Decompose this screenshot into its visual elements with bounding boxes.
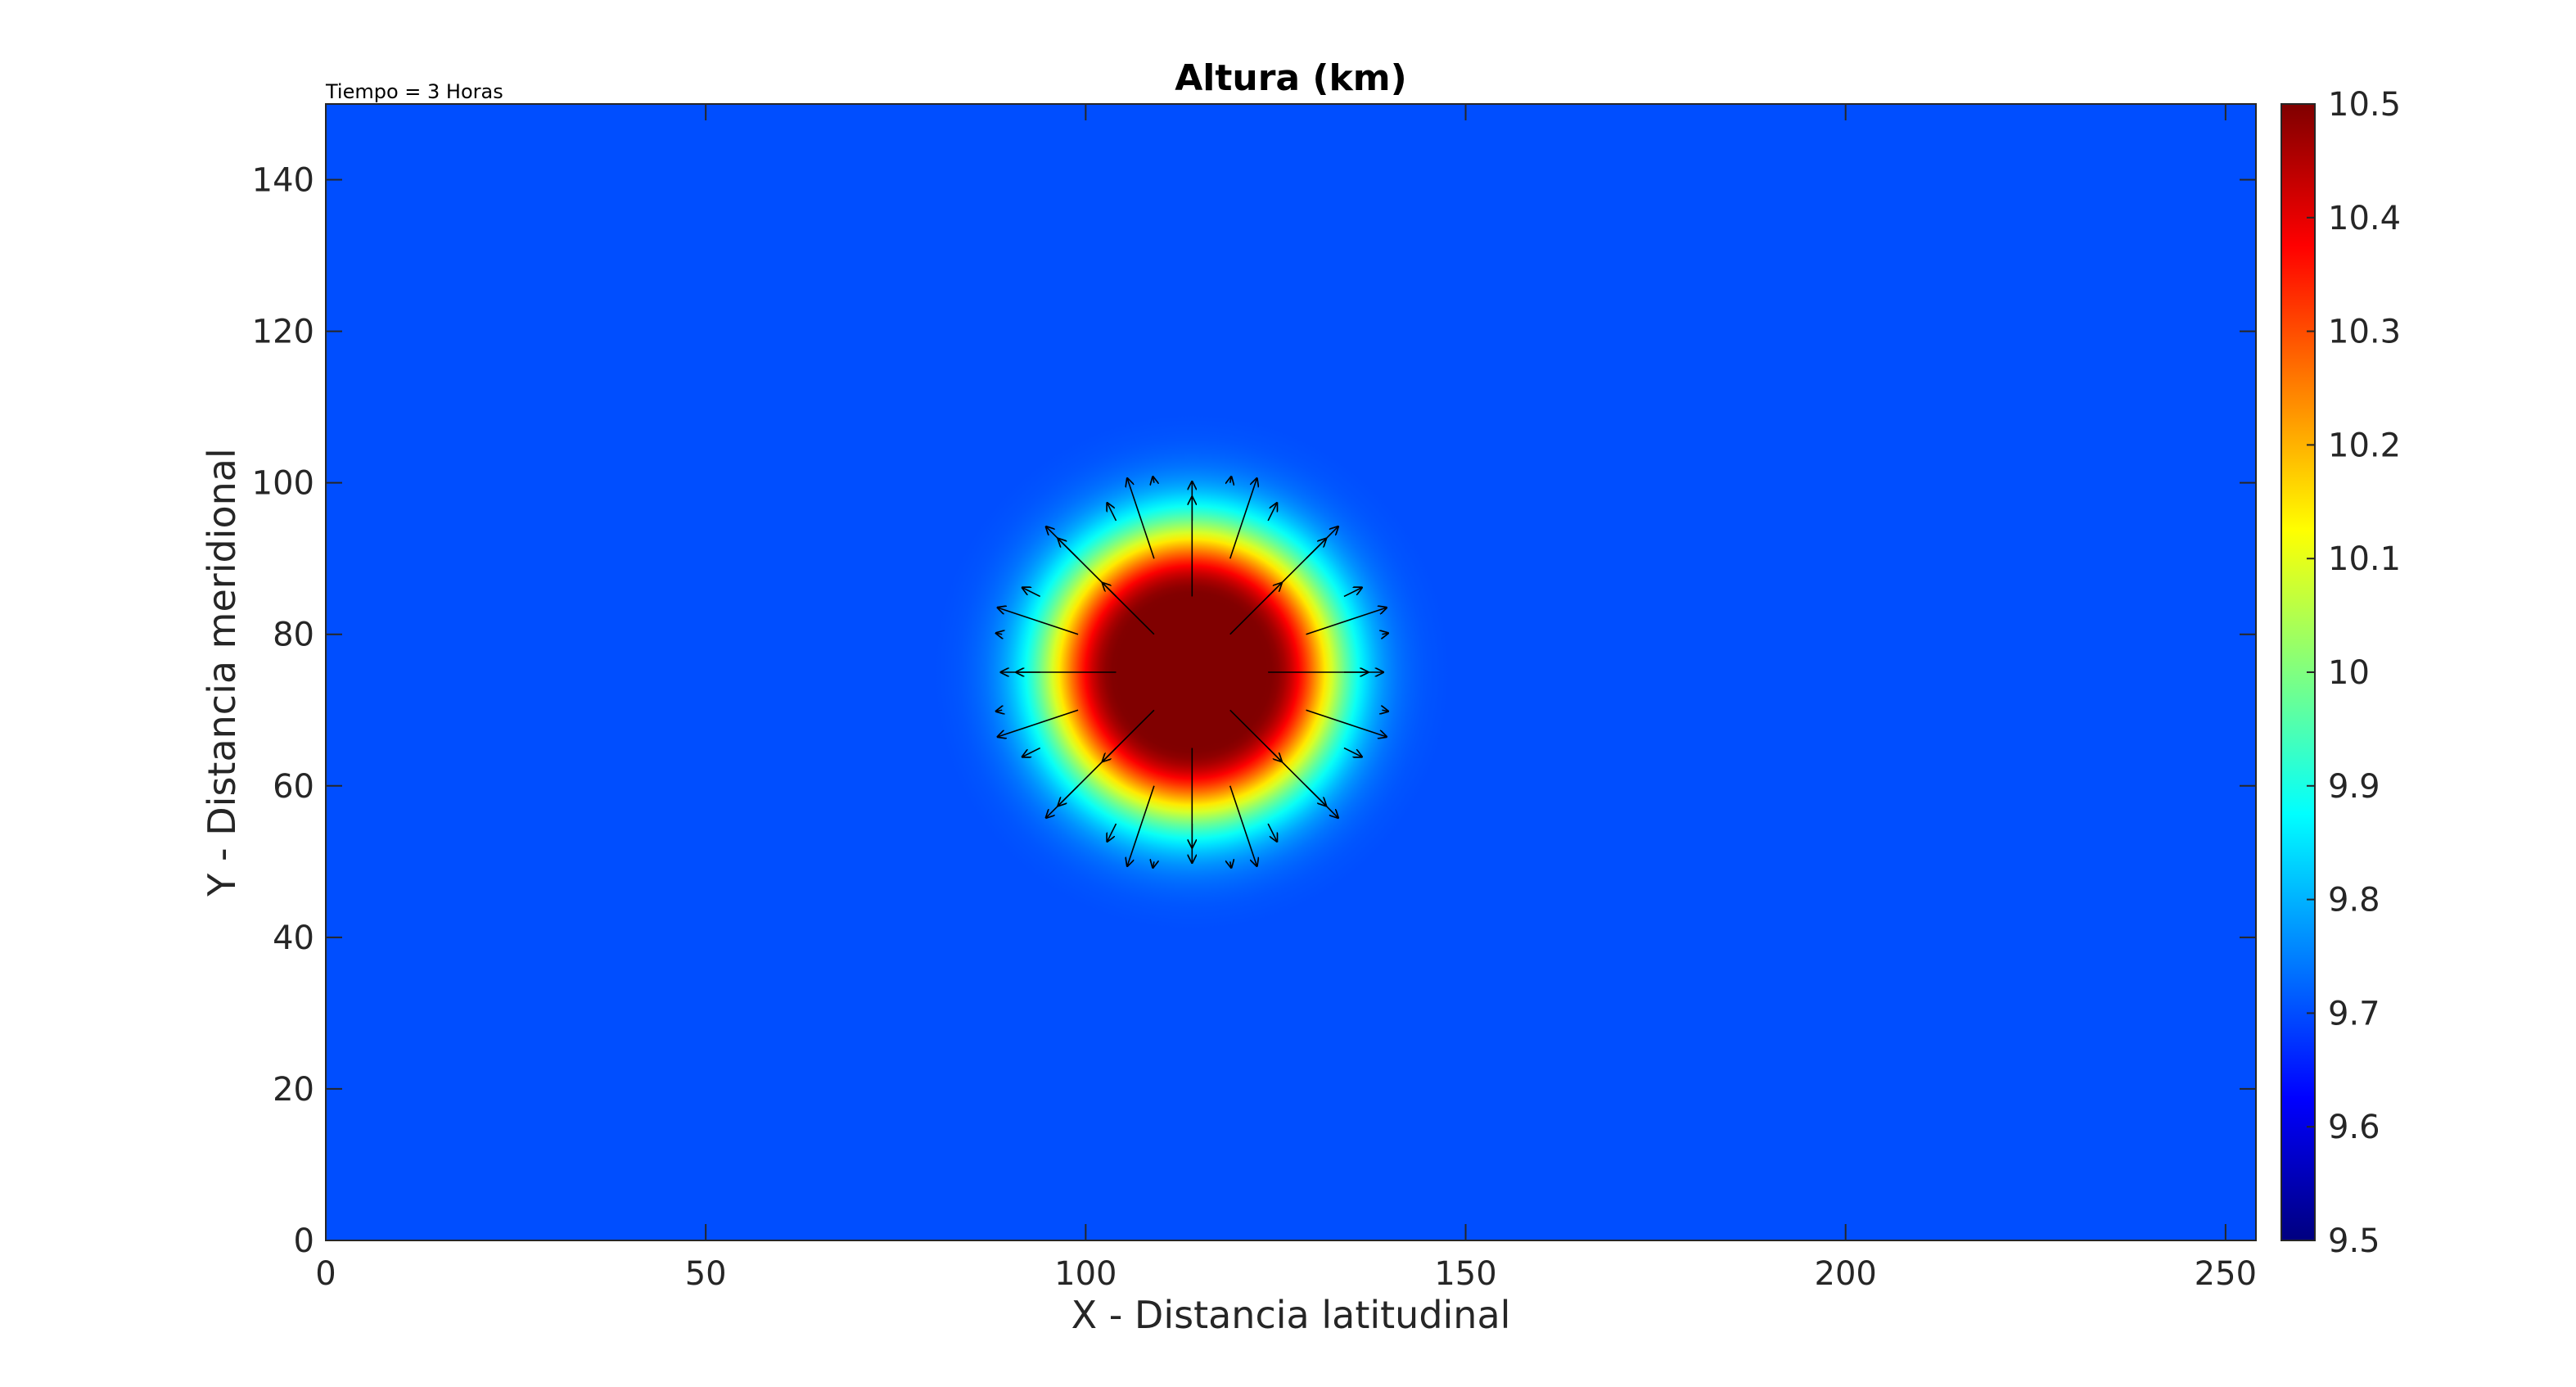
colorbar-tick-label-0: 9.5 bbox=[2328, 1222, 2380, 1260]
velocity-arrow-1 bbox=[996, 633, 1002, 634]
velocity-arrow-34 bbox=[1267, 503, 1277, 522]
x-tick-label-2: 100 bbox=[1054, 1255, 1117, 1293]
chart-title: Altura (km) bbox=[1175, 57, 1407, 99]
time-annotation: Tiempo = 3 Horas bbox=[325, 80, 503, 103]
x-axis-label: X - Distancia latitudinal bbox=[1071, 1293, 1511, 1337]
velocity-arrow-28 bbox=[1229, 478, 1257, 559]
colorbar-tick-label-8: 10.3 bbox=[2328, 314, 2401, 351]
velocity-arrow-36 bbox=[1306, 709, 1387, 737]
colorbar-tick-label-4: 9.9 bbox=[2328, 768, 2380, 806]
y-tick-label-0: 0 bbox=[294, 1222, 314, 1260]
velocity-arrow-38 bbox=[1306, 539, 1326, 559]
velocity-arrow-39 bbox=[1343, 747, 1362, 757]
y-tick-label-3: 60 bbox=[273, 768, 314, 806]
y-axis-label: Y - Distancia meridional bbox=[200, 448, 244, 897]
colorbar: 9.5 9.6 9.7 9.8 9.9 10 10.1 10.2 10.3 10.4 10.5 bbox=[2281, 86, 2401, 1260]
velocity-arrow-9 bbox=[1108, 823, 1117, 842]
velocity-arrow-25 bbox=[1229, 785, 1257, 866]
velocity-arrow-4 bbox=[1022, 588, 1041, 598]
y-tick-label-4: 80 bbox=[273, 617, 314, 654]
y-tick-label-5: 100 bbox=[252, 465, 314, 503]
velocity-arrow-2 bbox=[1022, 747, 1041, 757]
colorbar-tick-label-3: 9.8 bbox=[2328, 882, 2380, 919]
plot-area bbox=[325, 103, 2257, 1241]
velocity-arrow-41 bbox=[1343, 588, 1362, 598]
velocity-arrow-17 bbox=[1103, 583, 1155, 635]
colorbar-ticks: 9.5 9.6 9.7 9.8 9.9 10 10.1 10.2 10.3 10.4 10.5 bbox=[2307, 86, 2401, 1260]
y-tick-label-7: 140 bbox=[252, 162, 314, 200]
velocity-arrow-30 bbox=[1267, 823, 1277, 842]
colorbar-tick-label-7: 10.2 bbox=[2328, 427, 2401, 464]
y-tick-label-6: 120 bbox=[252, 314, 314, 351]
velocity-arrows bbox=[996, 477, 1388, 867]
colorbar-tick-label-2: 9.7 bbox=[2328, 995, 2380, 1032]
x-tick-label-5: 250 bbox=[2195, 1255, 2257, 1293]
velocity-arrow-37 bbox=[1306, 608, 1387, 635]
velocity-arrow-18 bbox=[1127, 478, 1155, 559]
velocity-arrow-24 bbox=[1230, 861, 1231, 867]
y-tick-label-2: 40 bbox=[273, 919, 314, 957]
x-tick-label-0: 0 bbox=[315, 1255, 336, 1293]
x-tick-label-1: 50 bbox=[685, 1255, 727, 1293]
colorbar-tick-label-5: 10 bbox=[2328, 654, 2370, 692]
velocity-arrow-6 bbox=[998, 709, 1079, 737]
velocity-arrow-43 bbox=[1382, 633, 1387, 634]
velocity-arrow-0 bbox=[996, 710, 1002, 711]
velocity-arrow-7 bbox=[998, 608, 1079, 635]
velocity-arrow-42 bbox=[1382, 710, 1387, 711]
velocity-arrow-35 bbox=[1306, 785, 1326, 806]
y-axis: 0 20 40 60 80 100 120 140 bbox=[252, 162, 2256, 1260]
plot-frame bbox=[325, 103, 2257, 1241]
colorbar-tick-label-9: 10.4 bbox=[2328, 200, 2401, 237]
x-tick-label-4: 200 bbox=[1815, 1255, 1877, 1293]
velocity-arrow-15 bbox=[1127, 785, 1155, 866]
y-tick-label-1: 20 bbox=[273, 1071, 314, 1109]
x-axis: 0 50 100 150 200 250 bbox=[315, 104, 2257, 1293]
velocity-arrow-29 bbox=[1230, 477, 1231, 482]
colorbar-tick-label-6: 10.1 bbox=[2328, 540, 2401, 578]
velocity-arrow-13 bbox=[1108, 503, 1117, 522]
velocity-arrow-16 bbox=[1103, 709, 1155, 761]
x-tick-label-3: 150 bbox=[1434, 1255, 1496, 1293]
colorbar-tick-label-1: 9.6 bbox=[2328, 1109, 2380, 1146]
colorbar-tick-label-10: 10.5 bbox=[2328, 86, 2401, 124]
